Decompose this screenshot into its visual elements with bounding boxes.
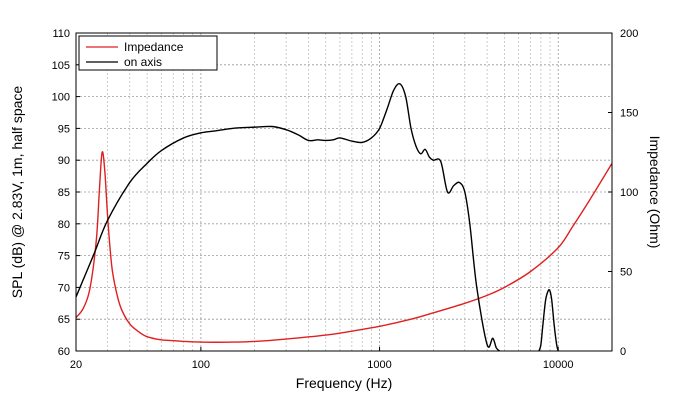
y-left-tick-label: 70	[58, 282, 70, 294]
x-tick-label: 20	[70, 359, 82, 371]
y-axis-title-right: Impedance (Ohm)	[647, 136, 663, 249]
y-right-tick-label: 50	[620, 267, 632, 279]
legend-box	[78, 35, 218, 71]
x-axis-title: Frequency (Hz)	[296, 375, 392, 391]
y-left-tick-label: 85	[58, 187, 70, 199]
tick-group: 20 100 1000 10000 60 65 70 75 80 85 90 95 100 105 110 0…	[52, 28, 639, 371]
y-axis-title-left: SPL (dB) @ 2.83V, 1m, half space	[9, 86, 25, 299]
y-left-tick-label: 90	[58, 155, 70, 167]
y-left-tick-label: 100	[52, 92, 70, 104]
y-left-tick-label: 80	[58, 219, 70, 231]
y-left-tick-label: 105	[52, 60, 70, 72]
y-left-tick-label: 110	[52, 28, 70, 40]
y-left-tick-label: 75	[58, 251, 70, 263]
y-left-tick-label: 60	[58, 346, 70, 358]
legend-label-impedance: Impedance	[124, 40, 184, 54]
y-right-tick-label: 0	[620, 346, 626, 358]
legend-label-on-axis: on axis	[124, 55, 162, 69]
y-right-tick-label: 200	[620, 28, 638, 40]
x-tick-label: 10000	[543, 359, 574, 371]
series-group	[75, 82, 613, 352]
legend: Impedance on axis	[78, 35, 218, 71]
series-line-on-axis	[75, 82, 501, 352]
y-left-tick-label: 95	[58, 123, 70, 135]
series-line-impedance	[75, 150, 613, 343]
grid	[76, 33, 612, 351]
y-right-tick-label: 100	[620, 187, 638, 199]
y-right-tick-label: 150	[620, 108, 638, 120]
x-tick-label: 1000	[367, 359, 391, 371]
x-tick-label: 100	[192, 359, 210, 371]
series-line-on-axis-segment	[538, 289, 559, 352]
y-left-tick-label: 65	[58, 314, 70, 326]
